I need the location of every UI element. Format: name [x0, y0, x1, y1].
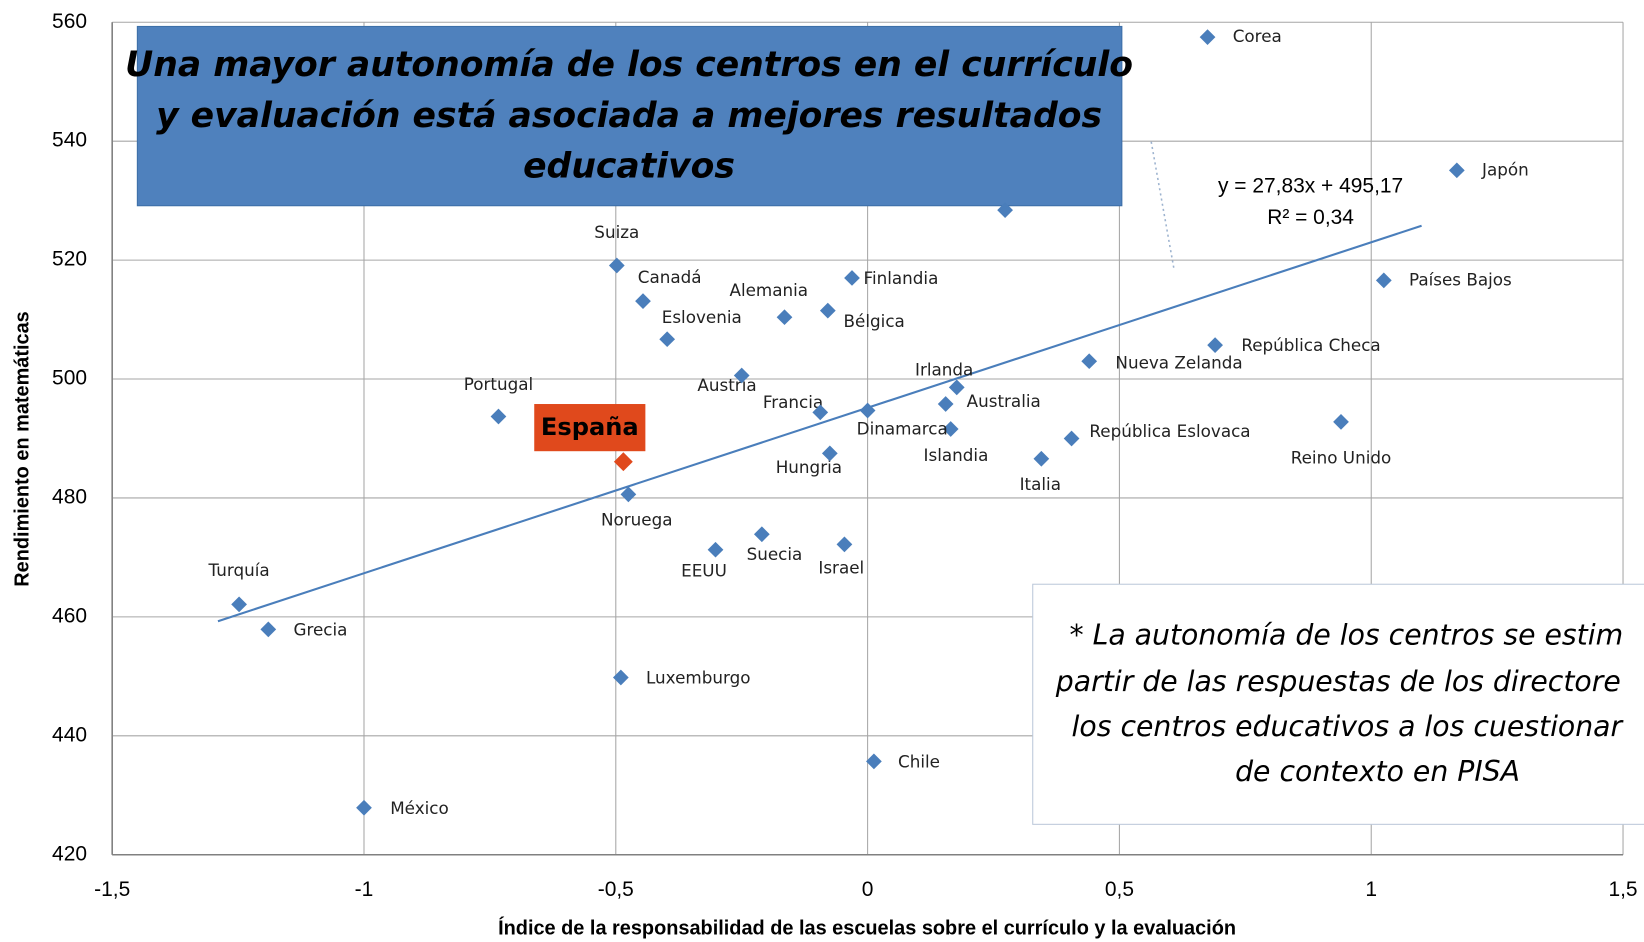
point-label: Australia [967, 391, 1041, 411]
point [260, 621, 277, 638]
point [942, 421, 959, 437]
point [1448, 162, 1465, 179]
point-label: Islandia [924, 445, 989, 465]
point [1333, 413, 1349, 430]
point-label: Dinamarca [857, 418, 948, 438]
point [836, 536, 853, 553]
note-text: los centros educativos a los cuestionar [1072, 710, 1625, 743]
point-label: Reino Unido [1291, 448, 1392, 468]
point [490, 408, 507, 425]
point [1033, 450, 1050, 467]
point-label: Hungria [776, 457, 842, 477]
trend-r2: R² = 0,34 [1267, 206, 1354, 229]
point-label: Italia [1020, 474, 1061, 494]
y-tick-label: 520 [52, 248, 87, 271]
point-label: Francia [763, 392, 823, 412]
point [821, 445, 838, 462]
chart-title: y evaluación está asociada a mejores res… [156, 96, 1102, 136]
point-label: Nueva Zelanda [1115, 352, 1242, 372]
point-label: Alemania [729, 280, 808, 300]
point [866, 753, 882, 770]
x-tick-label: -1,5 [94, 878, 130, 901]
point [608, 257, 625, 274]
y-tick-label: 500 [52, 367, 87, 390]
point-label: Bélgica [844, 311, 905, 331]
point [707, 541, 724, 558]
point [1207, 337, 1223, 354]
point-label: Países Bajos [1409, 269, 1512, 289]
point [812, 404, 829, 421]
point-label: México [390, 798, 449, 818]
point-label: Austria [697, 375, 756, 395]
trend-equation: y = 27,83x + 495,17 [1218, 174, 1403, 197]
label-box [534, 404, 646, 452]
point-label: Grecia [293, 619, 347, 639]
point-label: República Checa [1241, 335, 1380, 355]
point-label: Suecia [747, 544, 803, 564]
point [356, 799, 372, 816]
point [859, 402, 876, 419]
note-text: partir de las respuestas de los director… [1055, 665, 1621, 698]
point-label: España [541, 413, 639, 441]
point-label: Suiza [594, 222, 639, 242]
point [612, 669, 629, 686]
point-label: Luxemburgo [646, 668, 750, 688]
point [1199, 29, 1216, 45]
point-label: República Eslovaca [1089, 421, 1250, 441]
point [733, 367, 750, 384]
point [635, 293, 651, 310]
title-box [136, 25, 1123, 207]
point [948, 379, 965, 396]
x-axis-label: Índice de la responsabilidad de las escu… [498, 916, 1236, 939]
x-tick-label: -1 [355, 878, 374, 901]
chart-title: educativos [523, 146, 735, 186]
y-tick-label: 560 [52, 10, 87, 33]
x-tick-label: -0,5 [598, 878, 634, 901]
point [753, 526, 770, 543]
point-label: Japón [1481, 159, 1529, 179]
point-label: Turquía [208, 560, 270, 580]
chart-title: Una mayor autonomía de los centros en el… [125, 45, 1133, 85]
point [844, 270, 860, 286]
y-tick-label: 540 [52, 129, 87, 152]
point [997, 202, 1013, 219]
point [1375, 272, 1392, 289]
y-tick-label: 460 [52, 604, 87, 627]
point-label: Portugal [464, 374, 533, 394]
point [819, 302, 836, 319]
y-tick-label: 480 [52, 485, 87, 508]
point-label: Israel [818, 557, 864, 577]
point [613, 452, 633, 472]
point [1063, 430, 1080, 447]
point [620, 486, 637, 503]
x-tick-label: 0,5 [1105, 878, 1134, 901]
y-tick-label: 440 [52, 723, 87, 746]
trendline [217, 224, 1422, 623]
point-label: Noruega [601, 510, 673, 530]
point [937, 396, 954, 412]
point-label: Canadá [638, 267, 702, 287]
point [231, 596, 247, 613]
point-label: Finlandia [864, 268, 939, 288]
point-label: EEUU [681, 561, 727, 581]
point-label: Irlanda [915, 360, 973, 380]
point-label: Eslovenia [662, 307, 742, 327]
point-label: Corea [1233, 26, 1282, 46]
note-text: de contexto en PISA [1235, 755, 1520, 788]
point-label: Chile [898, 751, 940, 771]
y-tick-label: 420 [52, 842, 87, 865]
point [776, 309, 793, 326]
x-tick-label: 0 [862, 878, 874, 901]
point [659, 331, 676, 348]
y-axis-label: Rendimiento en matemáticas [11, 311, 33, 586]
x-tick-label: 1 [1365, 878, 1377, 901]
x-tick-label: 1,5 [1608, 878, 1637, 901]
note-box [1032, 583, 1644, 825]
point [1081, 353, 1098, 370]
note-text: * La autonomía de los centros se estim [1069, 619, 1623, 652]
callout-line [1150, 141, 1176, 271]
